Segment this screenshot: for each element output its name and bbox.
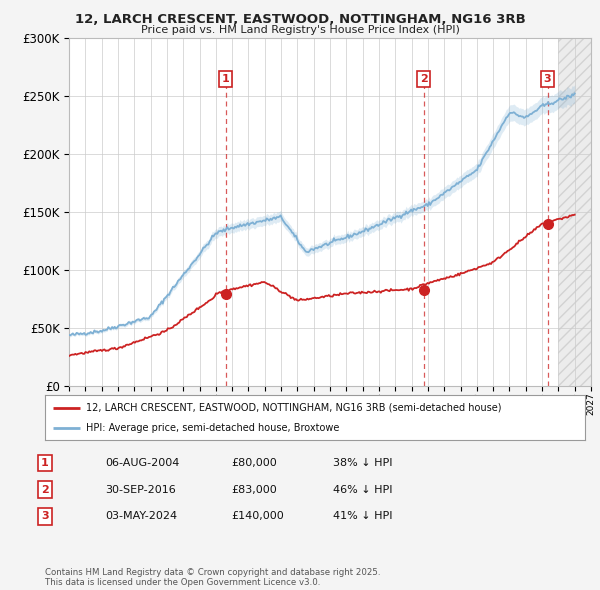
Text: 38% ↓ HPI: 38% ↓ HPI xyxy=(333,458,392,468)
Text: 41% ↓ HPI: 41% ↓ HPI xyxy=(333,512,392,521)
Text: Price paid vs. HM Land Registry's House Price Index (HPI): Price paid vs. HM Land Registry's House … xyxy=(140,25,460,35)
Text: 12, LARCH CRESCENT, EASTWOOD, NOTTINGHAM, NG16 3RB: 12, LARCH CRESCENT, EASTWOOD, NOTTINGHAM… xyxy=(74,13,526,26)
Text: 3: 3 xyxy=(41,512,49,521)
Text: 3: 3 xyxy=(544,74,551,84)
Text: £80,000: £80,000 xyxy=(231,458,277,468)
Text: 46% ↓ HPI: 46% ↓ HPI xyxy=(333,485,392,494)
Text: £140,000: £140,000 xyxy=(231,512,284,521)
Text: 12, LARCH CRESCENT, EASTWOOD, NOTTINGHAM, NG16 3RB (semi-detached house): 12, LARCH CRESCENT, EASTWOOD, NOTTINGHAM… xyxy=(86,403,501,412)
Bar xyxy=(559,38,591,386)
Text: 30-SEP-2016: 30-SEP-2016 xyxy=(105,485,176,494)
Text: £83,000: £83,000 xyxy=(231,485,277,494)
Text: Contains HM Land Registry data © Crown copyright and database right 2025.
This d: Contains HM Land Registry data © Crown c… xyxy=(45,568,380,587)
Text: HPI: Average price, semi-detached house, Broxtowe: HPI: Average price, semi-detached house,… xyxy=(86,424,339,434)
Text: 06-AUG-2004: 06-AUG-2004 xyxy=(105,458,179,468)
Text: 03-MAY-2024: 03-MAY-2024 xyxy=(105,512,177,521)
Text: 1: 1 xyxy=(222,74,229,84)
Text: 2: 2 xyxy=(41,485,49,494)
Text: 1: 1 xyxy=(41,458,49,468)
Text: 2: 2 xyxy=(420,74,428,84)
